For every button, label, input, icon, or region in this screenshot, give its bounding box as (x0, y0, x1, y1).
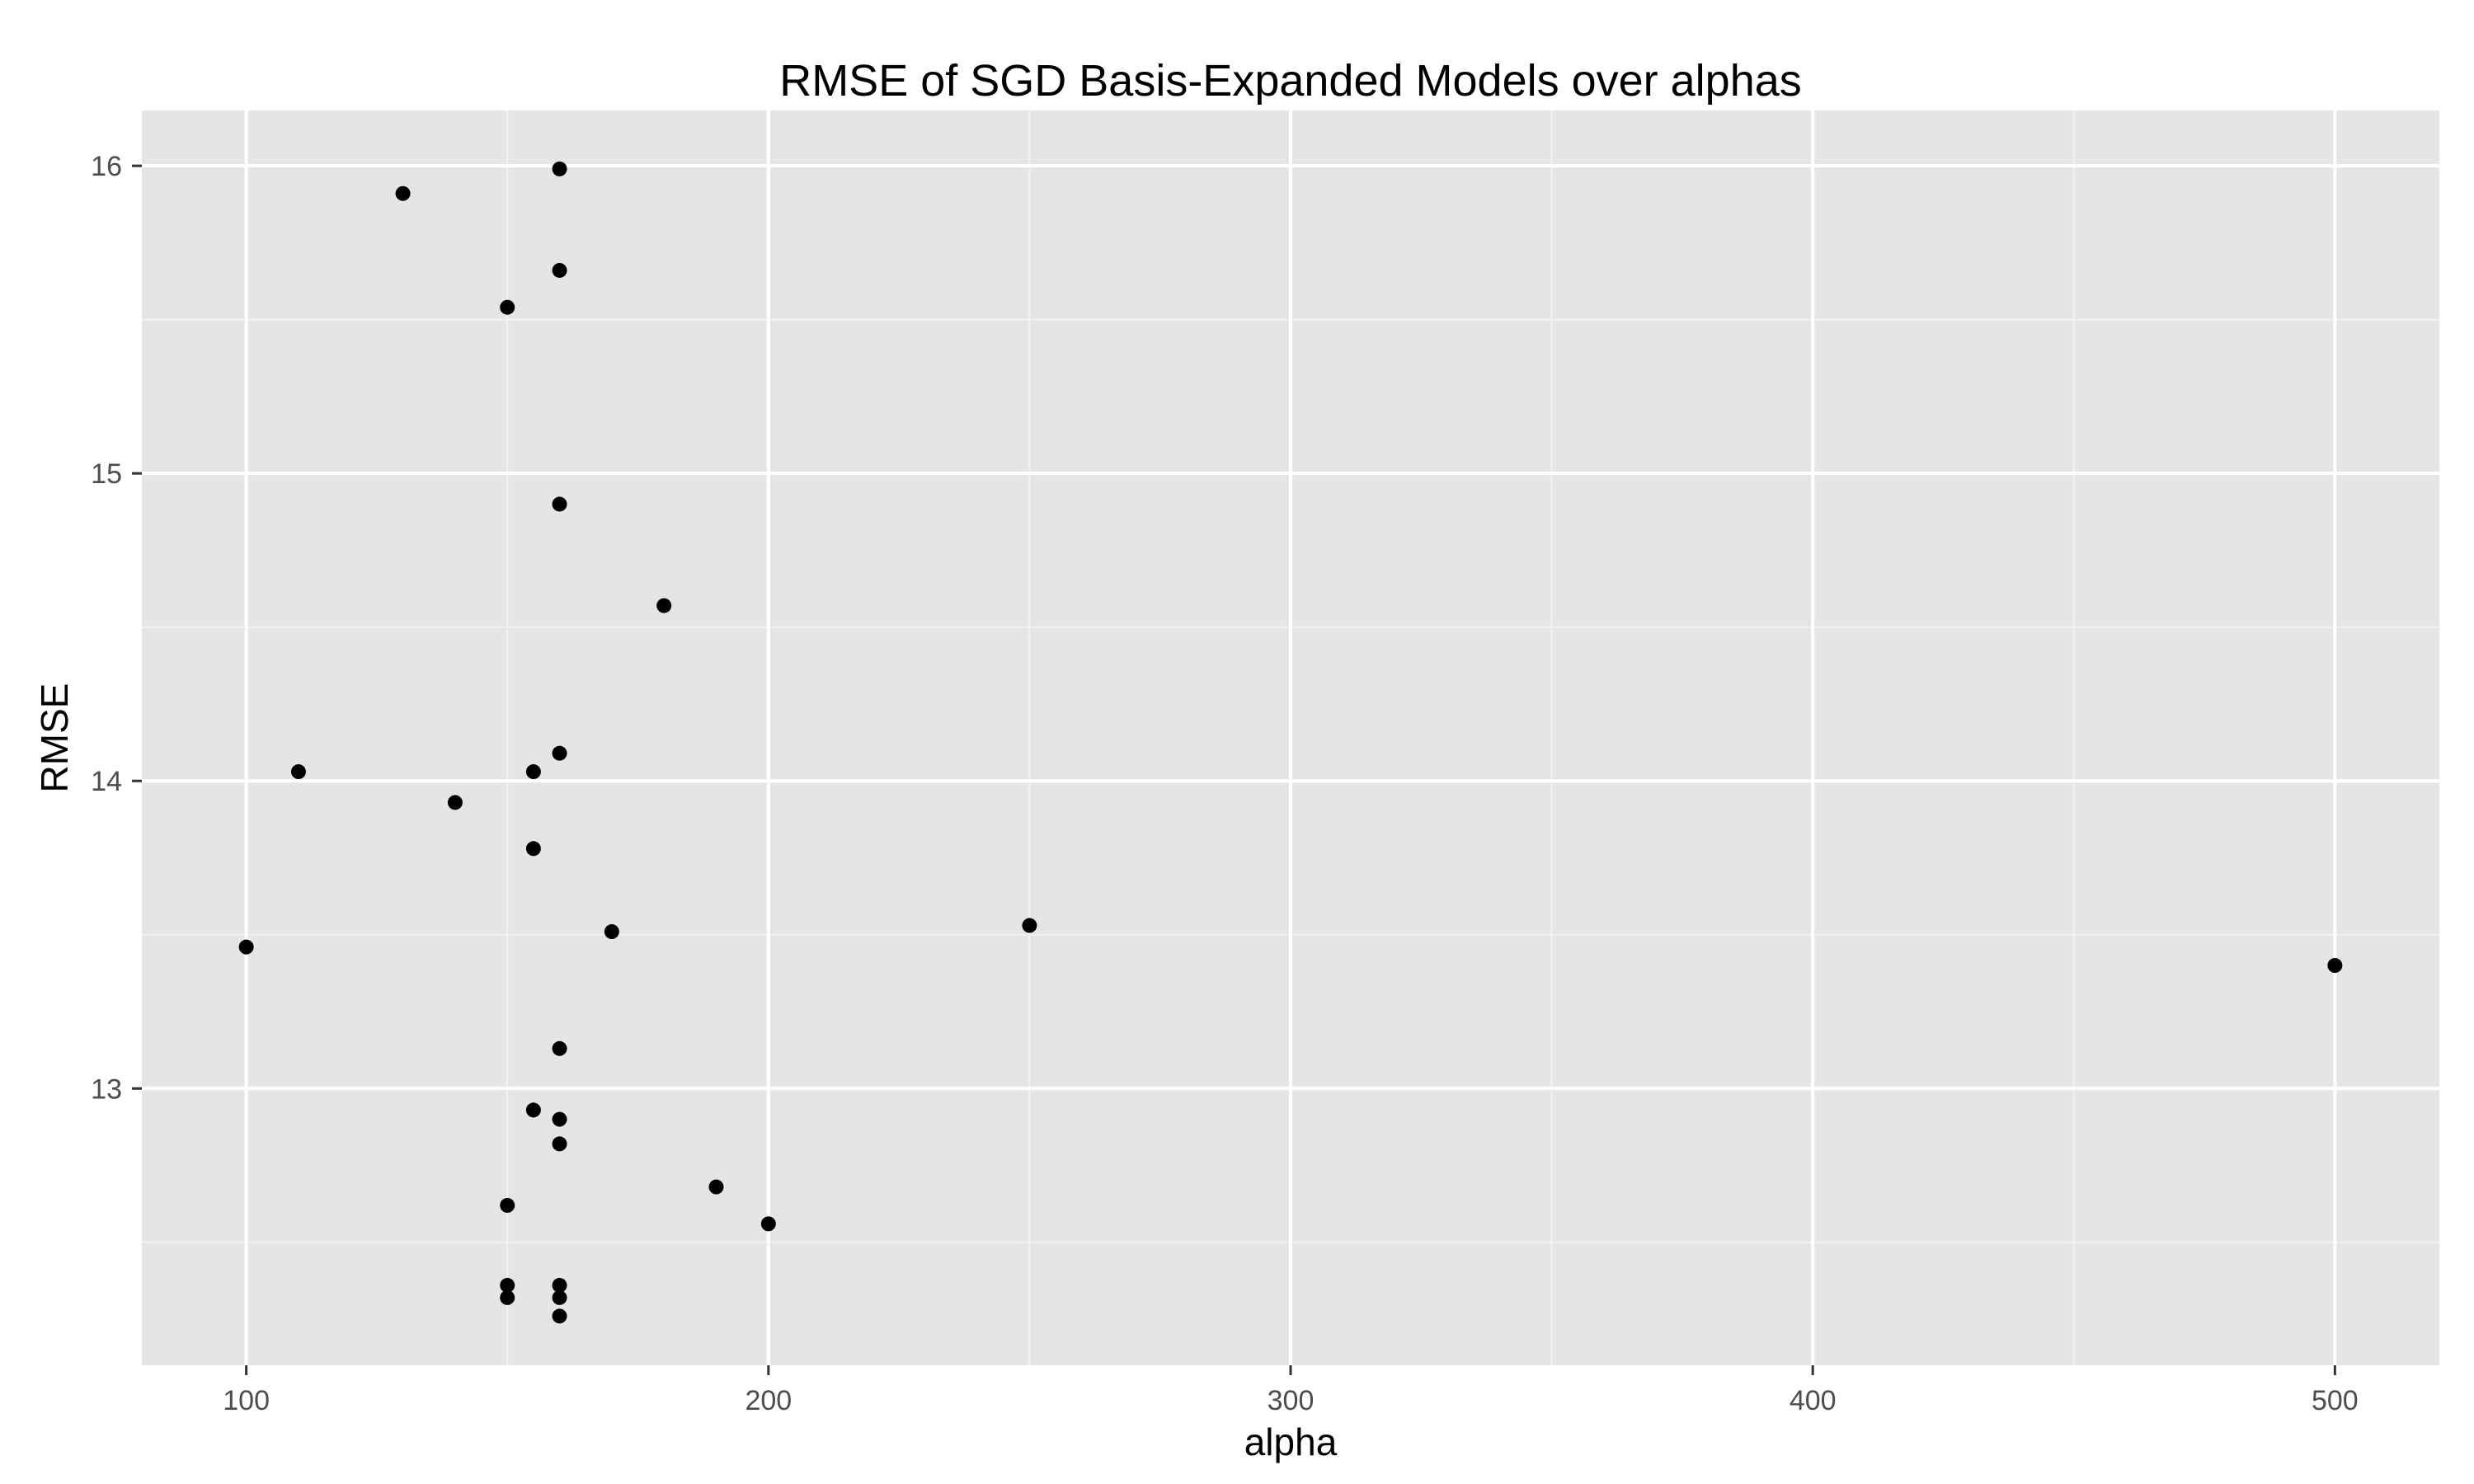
data-point (500, 299, 515, 315)
x-tick-label: 100 (223, 1385, 270, 1416)
data-point (708, 1179, 724, 1195)
y-axis-ticks: 13 14 15 16 (91, 151, 142, 1105)
data-point (552, 745, 567, 761)
data-point (552, 161, 567, 176)
data-point (238, 939, 254, 955)
x-tick-label: 200 (745, 1385, 792, 1416)
chart-title: RMSE of SGD Basis-Expanded Models over a… (779, 56, 1802, 106)
data-points (238, 161, 2343, 1324)
data-point (552, 496, 567, 512)
data-point (760, 1216, 776, 1232)
data-point (2327, 958, 2343, 974)
y-tick-label: 16 (91, 151, 122, 182)
data-point (1022, 918, 1037, 933)
data-point (552, 1040, 567, 1056)
data-point (525, 764, 541, 780)
y-tick-label: 14 (91, 766, 122, 797)
data-point (552, 262, 567, 278)
data-point (604, 924, 619, 940)
data-point (525, 841, 541, 857)
data-point (500, 1278, 515, 1294)
y-tick-label: 15 (91, 458, 122, 490)
x-axis-title: alpha (1244, 1421, 1338, 1463)
x-tick-label: 500 (2312, 1385, 2359, 1416)
data-point (395, 186, 411, 201)
data-point (447, 795, 463, 810)
data-point (552, 1278, 567, 1294)
data-point (500, 1289, 515, 1305)
data-point (552, 1111, 567, 1127)
data-point (500, 1198, 515, 1214)
x-axis-ticks: 100 200 300 400 500 (223, 1365, 2359, 1416)
data-point (656, 598, 672, 613)
y-axis-title: RMSE (33, 683, 76, 793)
grid-lines (142, 110, 2439, 1365)
y-tick-label: 13 (91, 1073, 122, 1105)
x-tick-label: 300 (1268, 1385, 1315, 1416)
data-point (290, 764, 306, 780)
data-point (552, 1308, 567, 1324)
data-point (552, 1136, 567, 1152)
data-point (525, 1102, 541, 1118)
x-tick-label: 400 (1790, 1385, 1837, 1416)
data-point (552, 1289, 567, 1305)
